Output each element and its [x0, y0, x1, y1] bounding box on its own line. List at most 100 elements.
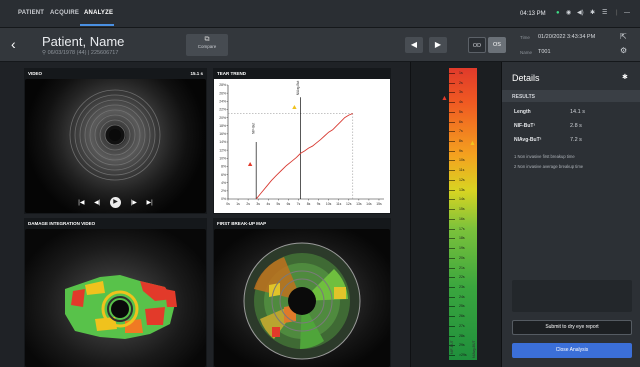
video-duration: 15.1 s [190, 71, 203, 76]
tear-trend-title: TEAR TREND [217, 71, 246, 76]
breakup-panel: FIRST BREAK-UP MAP [213, 218, 391, 367]
forward-icon[interactable]: |▶ [130, 200, 137, 207]
volume-icon[interactable]: ◀) [577, 10, 584, 16]
minimize-icon[interactable]: — [624, 10, 630, 16]
scale-left-label: NIF-BUT [450, 340, 454, 354]
y-tick-label: 18% [219, 124, 226, 128]
scale-tick-mark [449, 355, 455, 357]
note-1: 1 Non invasive first breakup time [514, 154, 575, 159]
note-2: 2 Non invasive average breakup time [514, 164, 584, 169]
previous-button[interactable]: ◀ [405, 37, 423, 53]
scale-tick-label: 19s [459, 246, 465, 251]
scale-tick-mark [449, 345, 455, 347]
scale-tick-label: 6s [459, 119, 463, 124]
eye-od-button[interactable]: OD [468, 37, 486, 53]
name-label: Name [520, 50, 533, 55]
scale-tick-mark [449, 82, 455, 84]
scale-tick-mark [449, 218, 455, 220]
damage-map [65, 275, 177, 339]
rewind-icon[interactable]: ◀| [94, 200, 101, 207]
scale-tick-mark [449, 335, 455, 337]
x-tick-label: 6s [287, 202, 291, 206]
y-tick-label: 22% [219, 108, 226, 112]
next-button[interactable]: ▶ [429, 37, 447, 53]
marker-label-0: NIF-But [252, 123, 256, 134]
compare-label: Compare [197, 44, 217, 49]
scale-tick-label: 9s [459, 148, 463, 153]
scale-tick-mark [449, 179, 455, 181]
y-tick-label: 10% [219, 156, 226, 160]
x-tick-label: 8s [307, 202, 311, 206]
tab-analyze[interactable]: ANALYZE [84, 10, 114, 16]
scale-tick-mark [449, 209, 455, 211]
x-tick-label: 14s [366, 202, 372, 206]
scale-tick-label: 17s [459, 226, 465, 231]
submit-dry-eye-report-button[interactable]: Submit to dry eye report [512, 320, 632, 335]
scale-tick-label: 4s [459, 100, 463, 105]
y-tick-label: 14% [219, 140, 226, 144]
scale-tick-mark [449, 287, 455, 288]
breakup-time-scale: 1s 2s 3s 4s 5s 6s 7s 8s 9s 10s 11s 12s 13s 14s 15s 16s 1… [410, 62, 502, 367]
skip-forward-icon[interactable]: ▶| [146, 200, 153, 207]
length-value: 14.1 s [570, 109, 585, 115]
clock: 04:13 PM [520, 11, 546, 17]
scale-tick-mark [449, 92, 455, 94]
scale-tick-label: 12s [459, 177, 465, 182]
x-tick-label: 11s [336, 202, 342, 206]
scale-tick-mark [449, 131, 455, 133]
play-icon[interactable]: ▶ [110, 197, 121, 208]
divider: | [616, 10, 618, 16]
breakup-frame [214, 229, 390, 367]
close-analysis-button[interactable]: Close Analysis [512, 343, 632, 358]
status-dot-icon: ● [556, 10, 560, 16]
list-icon[interactable]: ☰ [602, 10, 608, 16]
scale-tick-mark [449, 121, 455, 123]
scale-tick-mark [449, 102, 455, 104]
scale-tick-mark [449, 141, 455, 142]
compare-button[interactable]: ⧉ Compare [186, 34, 228, 56]
scale-tick-mark [449, 267, 455, 269]
scale-tick-label: 11s [459, 168, 465, 173]
scale-tick-label: 29s [459, 343, 465, 348]
x-tick-label: 10s [326, 202, 332, 206]
video-title: VIDEO [28, 71, 43, 76]
scale-tick-label: 21s [459, 265, 465, 270]
eye-os-button[interactable]: OS [488, 37, 506, 53]
tab-acquire[interactable]: ACQUIRE [50, 10, 80, 16]
placido-rings [69, 89, 161, 181]
gear-icon[interactable]: ✱ [590, 10, 596, 16]
scale-tick-label: 7s [459, 129, 463, 134]
comment-box[interactable] [512, 280, 632, 312]
back-chevron-icon[interactable]: ‹ [11, 36, 16, 52]
scale-tick-mark [449, 277, 455, 279]
settings-icon[interactable]: ⚙ [620, 46, 628, 55]
details-gear-icon[interactable]: ✱ [622, 74, 628, 81]
x-tick-label: 1s [236, 202, 240, 206]
scale-tick-label: 27s [459, 323, 465, 328]
scale-tick-mark [449, 160, 455, 162]
damage-title: DAMAGE INTEGRATION VIDEO [28, 221, 96, 226]
breakup-title: FIRST BREAK-UP MAP [217, 221, 267, 226]
scale-tick-mark [449, 189, 455, 191]
y-tick-label: 4% [221, 181, 226, 185]
chart-background [214, 79, 390, 213]
marker-triangle-0 [247, 161, 253, 166]
scale-tick-label: 8s [459, 139, 463, 143]
x-tick-label: 4s [266, 202, 270, 206]
y-tick-label: 16% [219, 132, 226, 136]
x-tick-label: 12s [346, 202, 352, 206]
export-icon[interactable]: ⇱ [620, 32, 627, 41]
scale-tick-label: 23s [459, 285, 465, 289]
wifi-icon: ◉ [566, 10, 572, 16]
tear-trend-panel: TEAR TREND 0% 2% 4% 6% 8% 10% 12% 14% 16% 18% 20% 2… [213, 68, 391, 214]
x-tick-label: 2s [246, 202, 250, 206]
tab-patient[interactable]: PATIENT [18, 10, 45, 16]
niavg-but-value: 7.2 s [570, 137, 582, 143]
scale-tick-label: 26s [459, 314, 465, 319]
scale-tick-label: >29s [459, 353, 467, 358]
scale-tick-mark [449, 111, 455, 113]
skip-back-icon[interactable]: |◀ [78, 200, 85, 207]
patient-info: ⚲ 06/03/1978 (44) | 225606717 [42, 50, 119, 56]
x-tick-label: 3s [256, 202, 260, 206]
x-tick-label: 13s [356, 202, 362, 206]
